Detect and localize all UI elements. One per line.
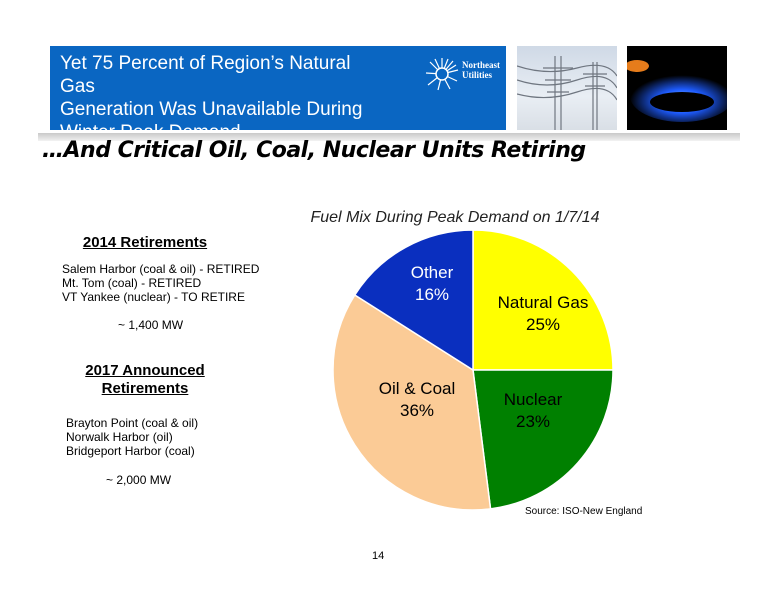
retirements-2014-list: Salem Harbor (coal & oil) - RETIRED Mt. …: [62, 262, 259, 304]
retirements-2014-heading: 2014 Retirements: [82, 234, 208, 251]
gas-flame-photo: [627, 46, 727, 130]
sunburst-icon: [425, 58, 459, 91]
list-item: Bridgeport Harbor (coal): [66, 444, 195, 458]
pie-label-other: Other: [411, 263, 454, 282]
source-note: Source: ISO-New England: [525, 506, 643, 517]
chart-title: Fuel Mix During Peak Demand on 1/7/14: [310, 209, 599, 226]
logo-text: Northeast Utilities: [462, 60, 500, 80]
retirements-2017-heading-line2: Retirements: [101, 380, 189, 397]
pie-slice-natural-gas: [472, 229, 614, 371]
power-lines-photo: [517, 46, 617, 130]
retirements-2017-heading: 2017 Announced Retirements: [60, 362, 230, 398]
pie-label-oil-coal: Oil & Coal: [379, 379, 456, 398]
pie-slice-other: [353, 229, 474, 372]
pie-label-natural-gas: Natural Gas: [498, 293, 589, 312]
page-number: 14: [372, 550, 385, 562]
pie-value-other: 16%: [415, 285, 449, 304]
list-item: Norwalk Harbor (oil): [66, 430, 173, 444]
list-item: Salem Harbor (coal & oil) - RETIRED: [62, 262, 260, 276]
header-divider: [38, 133, 740, 141]
list-item: Brayton Point (coal & oil): [66, 416, 199, 430]
slide-subtitle: …And Critical Oil, Coal, Nuclear Units R…: [42, 138, 586, 163]
pie-slice-oil-coal: [332, 293, 492, 511]
pie-value-natural-gas: 25%: [526, 315, 560, 334]
retirements-2017-total: ~ 2,000 MW: [106, 473, 172, 487]
retirements-2014-total: ~ 1,400 MW: [118, 318, 184, 332]
northeast-utilities-logo: Northeast Utilities: [422, 54, 502, 94]
pie-label-nuclear: Nuclear: [504, 390, 563, 409]
pie-value-nuclear: 23%: [516, 412, 550, 431]
list-item: Mt. Tom (coal) - RETIRED: [62, 276, 202, 290]
retirements-2017-heading-line1: 2017 Announced: [85, 362, 205, 379]
pie-value-oil-coal: 36%: [400, 401, 434, 420]
pie-slice-nuclear: [472, 369, 614, 510]
list-item: VT Yankee (nuclear) - TO RETIRE: [62, 290, 245, 304]
retirements-2017-list: Brayton Point (coal & oil) Norwalk Harbo…: [66, 416, 198, 458]
